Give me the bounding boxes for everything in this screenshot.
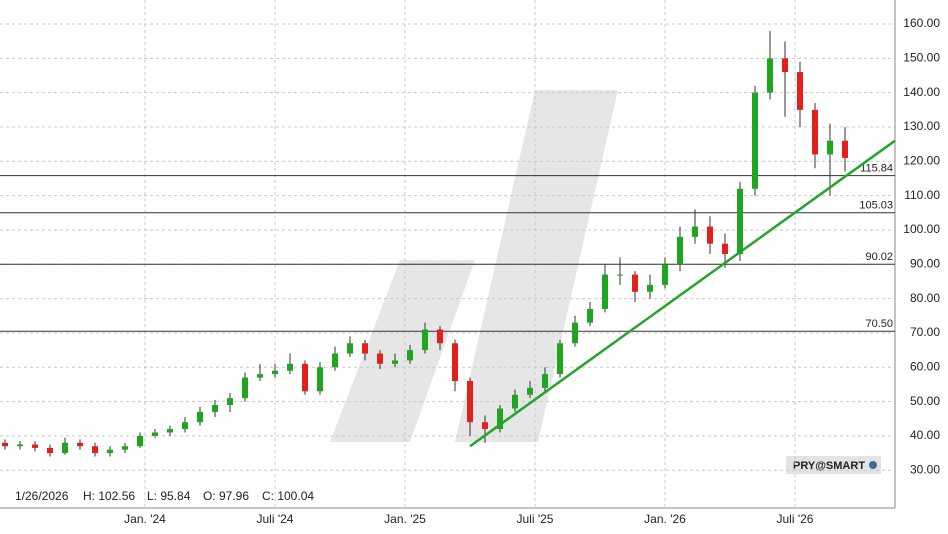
candle-body	[152, 432, 158, 436]
candle-body	[452, 343, 458, 381]
candle-body	[422, 329, 428, 351]
candle-body	[212, 405, 218, 412]
watermark-text: PRY@SMART	[793, 460, 865, 472]
info-text: L: 95.84	[147, 489, 191, 503]
x-tick-label: Juli '25	[517, 512, 554, 526]
candle-body	[662, 264, 668, 285]
candle-body	[197, 411, 203, 423]
candle-body	[572, 322, 578, 344]
watermark-icon	[869, 461, 877, 469]
level-label: 105.03	[859, 200, 893, 212]
watermark-box	[786, 456, 881, 474]
candle-body	[257, 374, 263, 378]
candle-body	[557, 343, 563, 375]
candle-body	[587, 308, 593, 323]
candle-body	[827, 140, 833, 155]
y-tick-label: 90.00	[910, 256, 940, 270]
x-tick-label: Jan. '25	[384, 512, 426, 526]
candle-body	[227, 398, 233, 406]
candle-body	[707, 226, 713, 244]
info-text: O: 97.96	[203, 489, 249, 503]
candle-body	[782, 58, 788, 73]
candle-body	[2, 442, 8, 447]
candle-body	[92, 446, 98, 454]
info-text: 1/26/2026	[15, 489, 69, 503]
candle-body	[752, 92, 758, 189]
y-tick-label: 130.00	[903, 119, 940, 133]
candle-body	[377, 353, 383, 364]
candle-body	[542, 374, 548, 388]
y-tick-label: 150.00	[903, 51, 940, 65]
candle-body	[647, 284, 653, 292]
info-text: C: 100.04	[262, 489, 314, 503]
candle-body	[107, 449, 113, 454]
candle-body	[512, 394, 518, 409]
candle-body	[122, 446, 128, 450]
candle-body	[287, 363, 293, 371]
candle-body	[482, 422, 488, 430]
candle-body	[737, 188, 743, 254]
y-tick-label: 70.00	[910, 325, 940, 339]
level-label: 115.84	[860, 163, 893, 175]
candle-body	[842, 140, 848, 158]
candle-body	[32, 444, 38, 448]
x-tick-label: Jan. '26	[644, 512, 686, 526]
info-text: H: 102.56	[83, 489, 135, 503]
level-label: 70.50	[865, 318, 893, 330]
candle-body	[677, 236, 683, 265]
trendline	[469, 139, 896, 448]
level-label: 90.02	[865, 251, 893, 263]
candle-body	[812, 109, 818, 155]
candle-body	[617, 274, 623, 276]
y-tick-label: 120.00	[903, 153, 940, 167]
y-tick-label: 110.00	[904, 188, 940, 202]
candle-body	[272, 370, 278, 375]
y-tick-label: 140.00	[903, 85, 940, 99]
candle-body	[527, 387, 533, 395]
candle-body	[302, 363, 308, 392]
info-bar: 1/26/2026 H: 102.56 L: 95.84 O: 97.96 C: 100…	[15, 489, 314, 503]
candle-body	[407, 350, 413, 361]
candle-body	[632, 274, 638, 292]
y-tick-label: 100.00	[903, 222, 940, 236]
candle-body	[167, 429, 173, 433]
candle-body	[467, 381, 473, 423]
candle-body	[497, 408, 503, 430]
candle-body	[182, 422, 188, 430]
candle-body	[797, 72, 803, 110]
y-tick-label: 50.00	[910, 394, 940, 408]
candle-body	[362, 343, 368, 354]
candle-body	[317, 367, 323, 392]
x-tick-label: Juli '26	[777, 512, 814, 526]
x-tick-label: Juli '24	[257, 512, 294, 526]
candle-body	[47, 447, 53, 454]
candle-body	[767, 58, 773, 93]
candle-body	[332, 353, 338, 368]
candle-body	[242, 377, 248, 399]
candle-body	[347, 343, 353, 354]
candle-body	[137, 435, 143, 447]
y-tick-label: 40.00	[910, 428, 940, 442]
y-tick-label: 30.00	[910, 462, 940, 476]
candle-body	[692, 226, 698, 237]
candle-body	[17, 444, 23, 447]
y-tick-label: 80.00	[910, 291, 940, 305]
watermark-shape	[330, 90, 618, 442]
y-tick-label: 160.00	[903, 16, 940, 30]
candle-body	[62, 442, 68, 454]
candle-body	[722, 243, 728, 254]
x-tick-label: Jan. '24	[124, 512, 166, 526]
candle-body	[392, 360, 398, 364]
candle-body	[77, 442, 83, 447]
candle-body	[437, 329, 443, 344]
y-tick-label: 60.00	[910, 359, 940, 373]
candle-body	[602, 274, 608, 309]
